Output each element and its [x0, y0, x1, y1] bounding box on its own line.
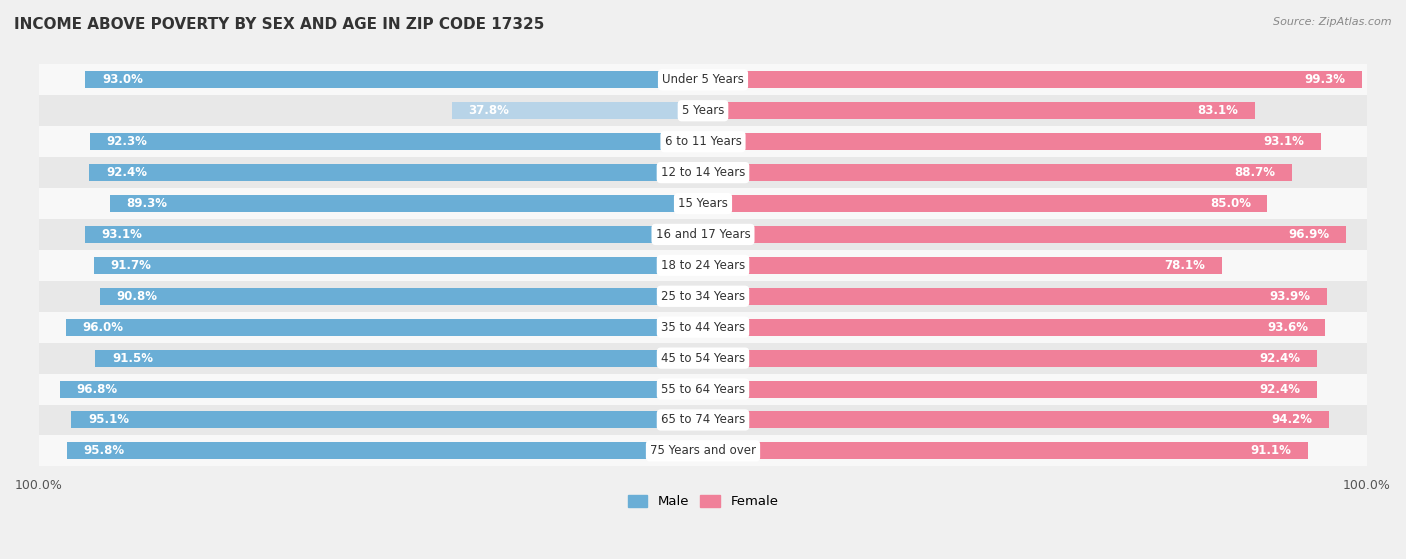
Bar	[39, 95, 1367, 126]
Bar	[39, 219, 1367, 250]
Text: 91.7%: 91.7%	[111, 259, 152, 272]
Bar	[703, 411, 1329, 429]
Bar	[703, 381, 1316, 397]
Text: 78.1%: 78.1%	[1164, 259, 1205, 272]
Bar	[703, 442, 1308, 459]
Text: 93.9%: 93.9%	[1270, 290, 1310, 303]
Bar	[94, 257, 703, 274]
Bar	[39, 64, 1367, 95]
Text: 15 Years: 15 Years	[678, 197, 728, 210]
Text: 96.8%: 96.8%	[77, 382, 118, 396]
Text: 16 and 17 Years: 16 and 17 Years	[655, 228, 751, 241]
Bar	[66, 319, 703, 336]
Text: Source: ZipAtlas.com: Source: ZipAtlas.com	[1274, 17, 1392, 27]
Text: 96.9%: 96.9%	[1289, 228, 1330, 241]
Bar	[90, 164, 703, 181]
Text: 25 to 34 Years: 25 to 34 Years	[661, 290, 745, 303]
Text: 45 to 54 Years: 45 to 54 Years	[661, 352, 745, 364]
Text: 83.1%: 83.1%	[1198, 104, 1239, 117]
Text: 92.3%: 92.3%	[107, 135, 148, 148]
Text: 75 Years and over: 75 Years and over	[650, 444, 756, 457]
Text: 88.7%: 88.7%	[1234, 166, 1275, 179]
Bar	[703, 349, 1316, 367]
Text: 55 to 64 Years: 55 to 64 Years	[661, 382, 745, 396]
Bar	[39, 250, 1367, 281]
Text: Under 5 Years: Under 5 Years	[662, 73, 744, 86]
Text: 92.4%: 92.4%	[1258, 352, 1301, 364]
Text: 90.8%: 90.8%	[117, 290, 157, 303]
Text: 99.3%: 99.3%	[1305, 73, 1346, 86]
Bar	[703, 288, 1326, 305]
Bar	[39, 126, 1367, 157]
Bar	[39, 312, 1367, 343]
Text: 91.1%: 91.1%	[1250, 444, 1291, 457]
Bar	[96, 349, 703, 367]
Bar	[703, 133, 1322, 150]
Text: 93.0%: 93.0%	[103, 73, 143, 86]
Text: 95.8%: 95.8%	[83, 444, 125, 457]
Bar	[86, 72, 703, 88]
Bar	[451, 102, 703, 119]
Bar	[39, 373, 1367, 405]
Text: 93.6%: 93.6%	[1267, 321, 1308, 334]
Bar	[110, 195, 703, 212]
Bar	[703, 72, 1362, 88]
Text: 18 to 24 Years: 18 to 24 Years	[661, 259, 745, 272]
Text: 5 Years: 5 Years	[682, 104, 724, 117]
Text: 37.8%: 37.8%	[468, 104, 509, 117]
Text: 92.4%: 92.4%	[1258, 382, 1301, 396]
Text: 96.0%: 96.0%	[82, 321, 124, 334]
Bar	[703, 226, 1347, 243]
Text: 93.1%: 93.1%	[101, 228, 142, 241]
Text: 92.4%: 92.4%	[105, 166, 148, 179]
Legend: Male, Female: Male, Female	[623, 490, 783, 514]
Bar	[39, 405, 1367, 435]
Bar	[67, 442, 703, 459]
Bar	[39, 157, 1367, 188]
Bar	[703, 164, 1292, 181]
Text: 12 to 14 Years: 12 to 14 Years	[661, 166, 745, 179]
Text: 93.1%: 93.1%	[1264, 135, 1305, 148]
Bar	[90, 133, 703, 150]
Bar	[39, 343, 1367, 373]
Text: INCOME ABOVE POVERTY BY SEX AND AGE IN ZIP CODE 17325: INCOME ABOVE POVERTY BY SEX AND AGE IN Z…	[14, 17, 544, 32]
Bar	[39, 435, 1367, 466]
Bar	[72, 411, 703, 429]
Bar	[100, 288, 703, 305]
Bar	[84, 226, 703, 243]
Text: 85.0%: 85.0%	[1209, 197, 1251, 210]
Text: 95.1%: 95.1%	[89, 414, 129, 427]
Text: 94.2%: 94.2%	[1271, 414, 1312, 427]
Bar	[703, 319, 1324, 336]
Text: 35 to 44 Years: 35 to 44 Years	[661, 321, 745, 334]
Text: 65 to 74 Years: 65 to 74 Years	[661, 414, 745, 427]
Bar	[703, 102, 1254, 119]
Text: 91.5%: 91.5%	[112, 352, 153, 364]
Bar	[39, 188, 1367, 219]
Text: 89.3%: 89.3%	[127, 197, 167, 210]
Bar	[703, 195, 1267, 212]
Bar	[703, 257, 1222, 274]
Bar	[60, 381, 703, 397]
Bar	[39, 281, 1367, 312]
Text: 6 to 11 Years: 6 to 11 Years	[665, 135, 741, 148]
